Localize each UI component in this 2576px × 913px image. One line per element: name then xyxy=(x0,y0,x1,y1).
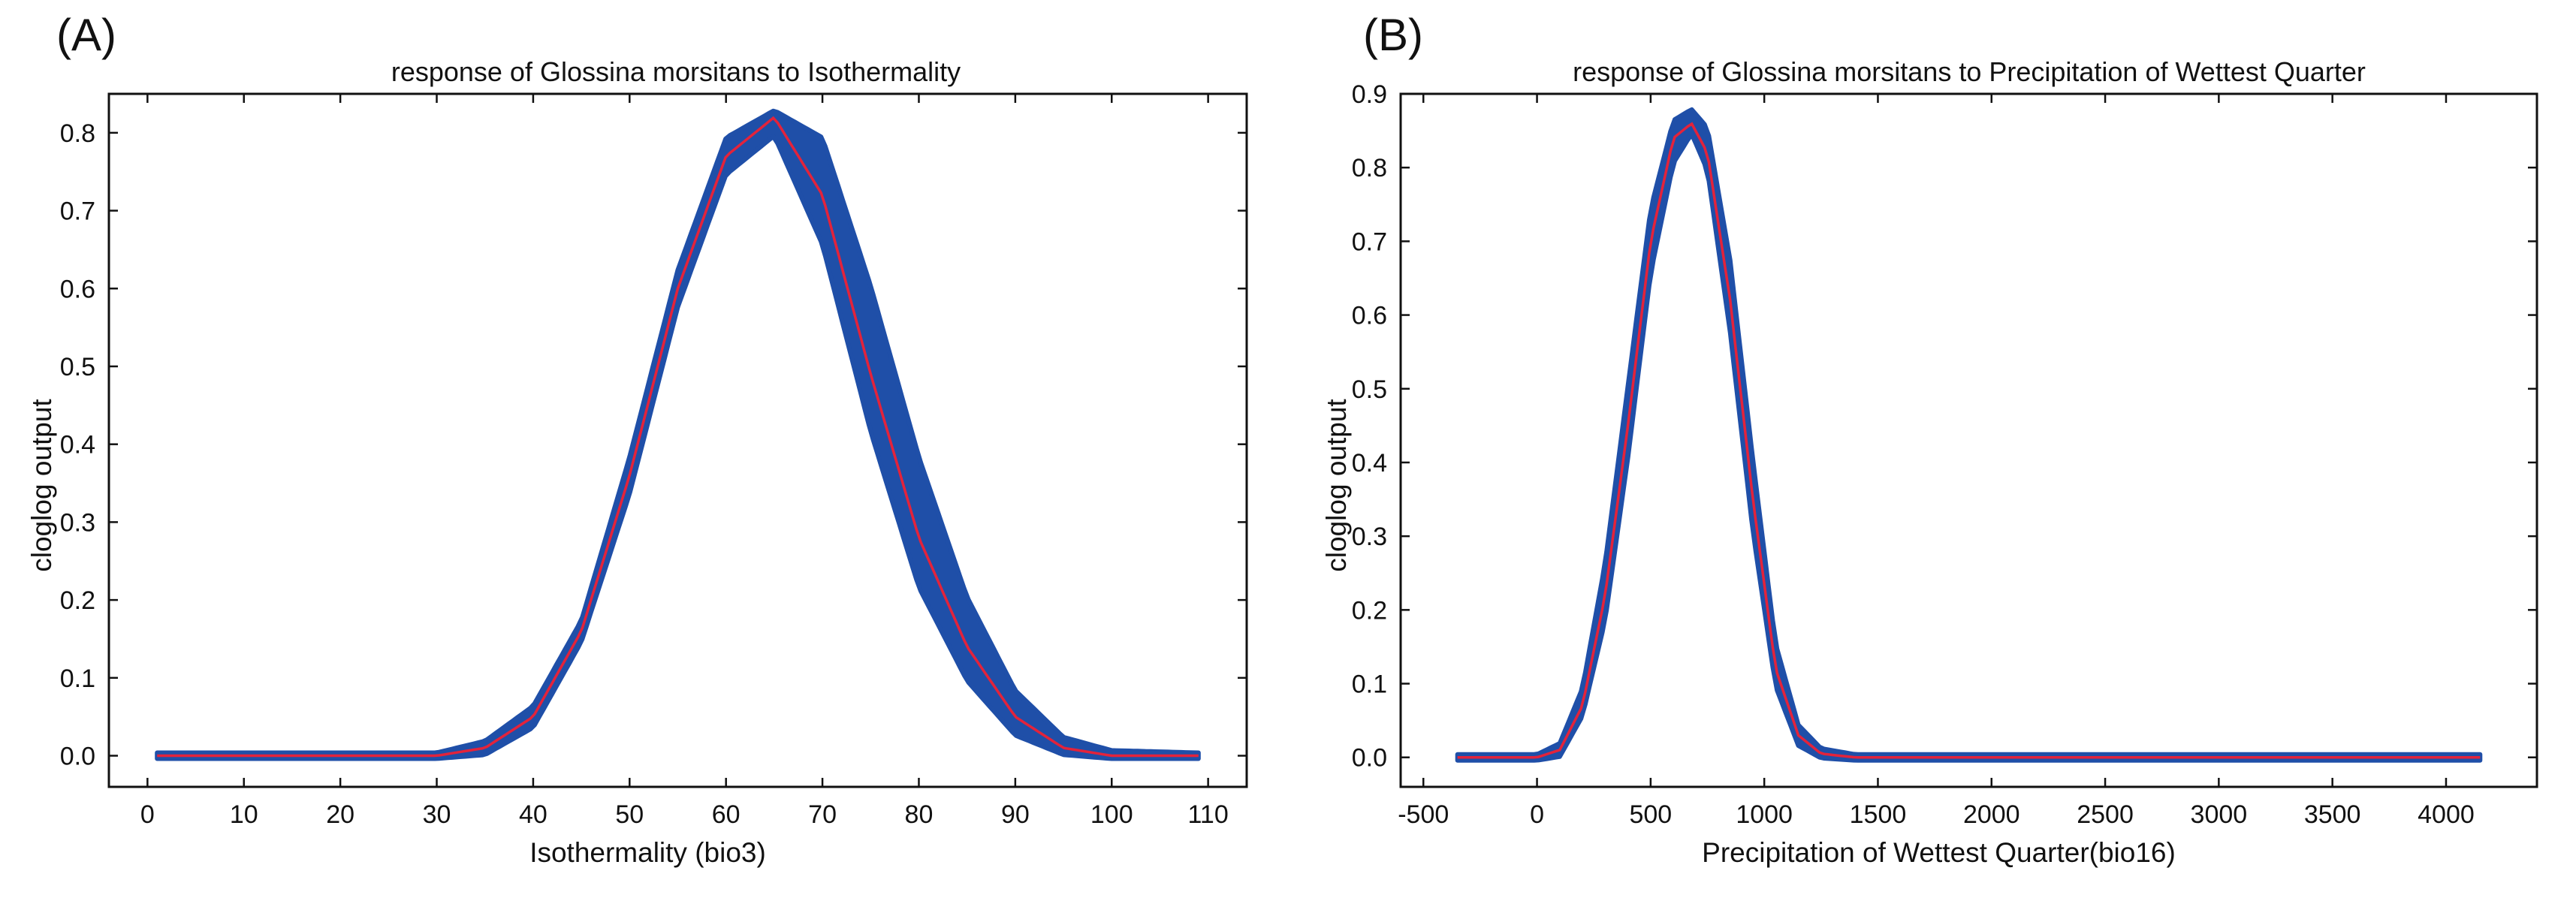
y-tick-label-b: 0.4 xyxy=(1352,449,1387,478)
y-axis-label-a: cloglog output xyxy=(26,399,57,572)
x-tick-label-a: 20 xyxy=(326,800,354,829)
mean-response-line-b xyxy=(1457,122,2481,759)
y-tick-label-b: 0.8 xyxy=(1352,154,1387,182)
x-tick-label-a: 80 xyxy=(905,800,934,829)
x-tick-label-a: 10 xyxy=(230,800,258,829)
y-tick-label-b: 0.3 xyxy=(1352,523,1387,551)
x-tick-label-b: 1000 xyxy=(1736,800,1793,829)
x-tick-label-b: 1500 xyxy=(1850,800,1907,829)
y-tick-label-b: 0.6 xyxy=(1352,302,1387,330)
x-tick-label-b: 500 xyxy=(1629,800,1672,829)
y-tick-label-a: 0.3 xyxy=(60,508,95,537)
x-tick-label-b: 2500 xyxy=(2077,800,2134,829)
plot-frame-a xyxy=(107,92,1248,788)
chart-b: response of Glossina morsitans to Precip… xyxy=(1321,56,2538,868)
y-tick-label-b: 0.2 xyxy=(1352,596,1387,625)
chart-title-a: response of Glossina morsitans to Isothe… xyxy=(391,56,961,87)
y-tick-label-b: 0.9 xyxy=(1352,80,1387,109)
x-tick-label-a: 40 xyxy=(519,800,547,829)
y-tick-label-b: 0.7 xyxy=(1352,227,1387,256)
x-tick-label-b: 2000 xyxy=(1963,800,2020,829)
x-tick-label-a: 30 xyxy=(423,800,451,829)
response-band-b xyxy=(1455,107,2483,763)
x-tick-label-a: 90 xyxy=(1001,800,1030,829)
panel-b: (B) response of Glossina morsitans to Pr… xyxy=(1288,0,2576,913)
x-tick-label-a: 0 xyxy=(140,800,155,829)
y-tick-label-a: 0.8 xyxy=(60,119,95,148)
x-tick-label-b: 4000 xyxy=(2418,800,2475,829)
mean-response-line-a xyxy=(157,116,1199,758)
panel-label-b: (B) xyxy=(1363,10,1423,60)
chart-a: response of Glossina morsitans to Isothe… xyxy=(26,56,1248,868)
y-tick-label-a: 0.5 xyxy=(60,353,95,381)
x-tick-label-a: 70 xyxy=(808,800,837,829)
x-tick-label-a: 60 xyxy=(712,800,741,829)
y-tick-label-a: 0.2 xyxy=(60,586,95,615)
y-tick-label-a: 0.7 xyxy=(60,197,95,226)
x-tick-label-b: 3000 xyxy=(2191,800,2248,829)
panel-a: (A) response of Glossina morsitans to Is… xyxy=(26,10,1248,868)
x-tick-label-b: 3500 xyxy=(2304,800,2361,829)
x-axis-label-b: Precipitation of Wettest Quarter(bio16) xyxy=(1702,837,2176,868)
y-axis-label-b: cloglog output xyxy=(1321,399,1352,572)
x-tick-label-a: 100 xyxy=(1090,800,1133,829)
plot-frame-b xyxy=(1399,92,2538,788)
y-tick-label-b: 0.0 xyxy=(1352,744,1387,773)
x-tick-label-b: -500 xyxy=(1398,800,1449,829)
panel-label-a: (A) xyxy=(56,10,116,60)
x-tick-label-a: 110 xyxy=(1188,800,1229,829)
y-tick-label-a: 0.4 xyxy=(60,431,95,460)
y-tick-label-a: 0.0 xyxy=(60,743,95,771)
x-axis-label-a: Isothermality (bio3) xyxy=(529,837,766,868)
y-tick-label-a: 0.1 xyxy=(60,664,95,693)
y-tick-label-a: 0.6 xyxy=(60,275,95,303)
x-tick-label-a: 50 xyxy=(615,800,644,829)
x-tick-label-b: 0 xyxy=(1530,800,1544,829)
response-band-a xyxy=(155,108,1201,761)
y-tick-label-b: 0.1 xyxy=(1352,670,1387,699)
y-tick-label-b: 0.5 xyxy=(1352,375,1387,404)
chart-title-b: response of Glossina morsitans to Precip… xyxy=(1573,56,2366,87)
